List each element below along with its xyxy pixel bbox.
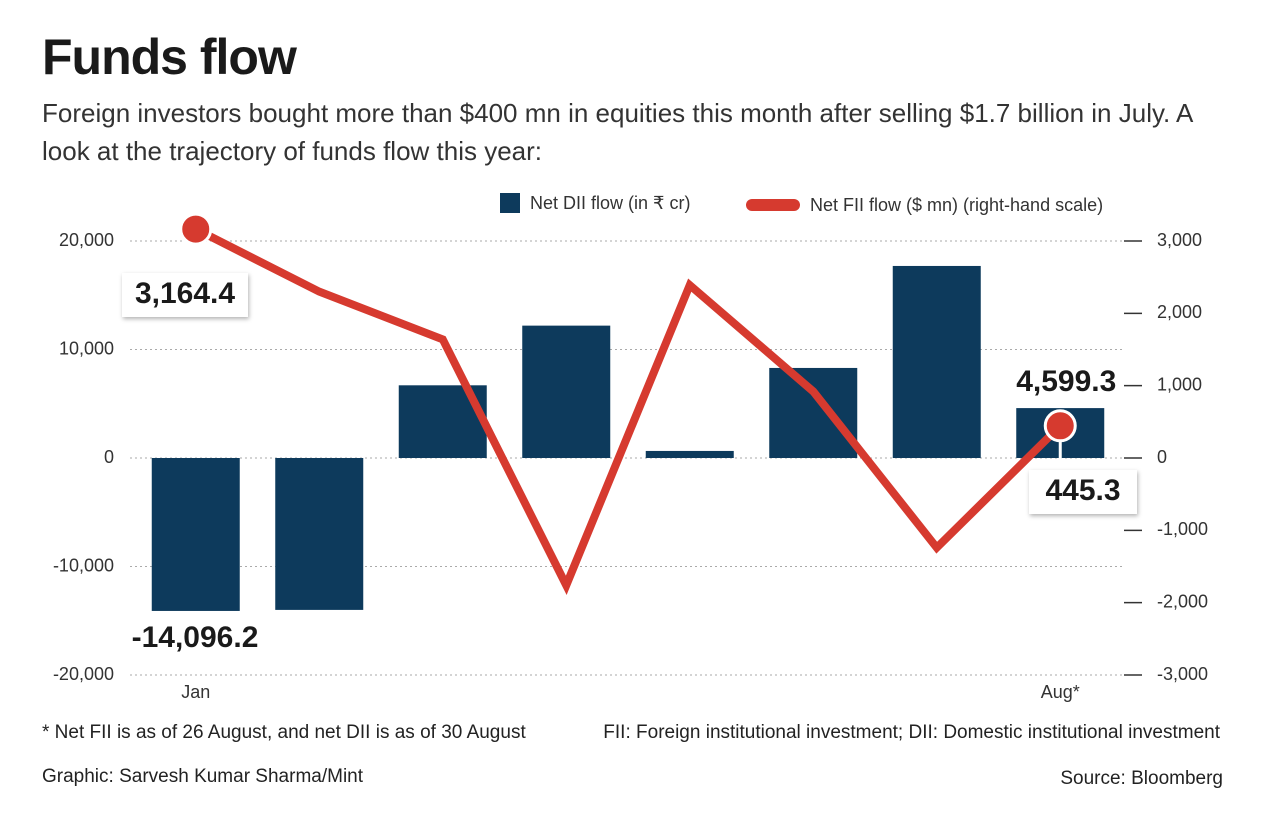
legend-label: Net FII flow ($ mn) (right-hand scale) <box>810 195 1103 215</box>
y-tick-label: -10,000 <box>53 555 114 575</box>
y2-tick-label: -1,000 <box>1157 519 1208 539</box>
bar <box>275 458 364 610</box>
y2-tick-label: -2,000 <box>1157 591 1208 611</box>
chart-title: Funds flow <box>42 29 297 85</box>
footnote: * Net FII is as of 26 August, and net DI… <box>42 722 526 743</box>
x-tick-label: Aug* <box>1041 682 1080 702</box>
line <box>193 225 1064 595</box>
bar <box>151 458 240 611</box>
chart-subtitle: Foreign investors bought more than $400 … <box>42 98 1192 166</box>
y2-tick-label: 0 <box>1157 447 1167 467</box>
credit: Graphic: Sarvesh Kumar Sharma/Mint <box>42 766 364 787</box>
value-label-box <box>122 273 248 317</box>
value-label-box <box>1029 470 1137 514</box>
value-label: 4,599.3 <box>1016 365 1116 398</box>
line-marker <box>1043 409 1077 443</box>
y-tick-label: -20,000 <box>53 664 114 684</box>
y2-tick-label: 1,000 <box>1157 374 1202 394</box>
y-tick-label: 0 <box>104 447 114 467</box>
value-label: 3,164.4 <box>135 277 235 310</box>
legend-swatch <box>500 193 520 213</box>
bar <box>522 325 611 458</box>
y2-tick-label: 2,000 <box>1157 302 1202 322</box>
x-tick-label: Jan <box>181 682 210 702</box>
value-label: 445.3 <box>1045 474 1120 507</box>
y2-tick-label: 3,000 <box>1157 230 1202 250</box>
y-tick-label: 20,000 <box>59 230 114 250</box>
bar <box>769 367 858 458</box>
bar <box>645 450 734 458</box>
y-tick-label: 10,000 <box>59 338 114 358</box>
note: FII: Foreign institutional investment; D… <box>603 722 1220 743</box>
line-marker <box>179 212 213 246</box>
y2-tick-label: -3,000 <box>1157 664 1208 684</box>
value-label: -14,096.2 <box>132 621 259 654</box>
source: Source: Bloomberg <box>1060 768 1223 789</box>
legend-label: Net DII flow (in ₹ cr) <box>530 193 690 213</box>
bar <box>892 265 981 458</box>
